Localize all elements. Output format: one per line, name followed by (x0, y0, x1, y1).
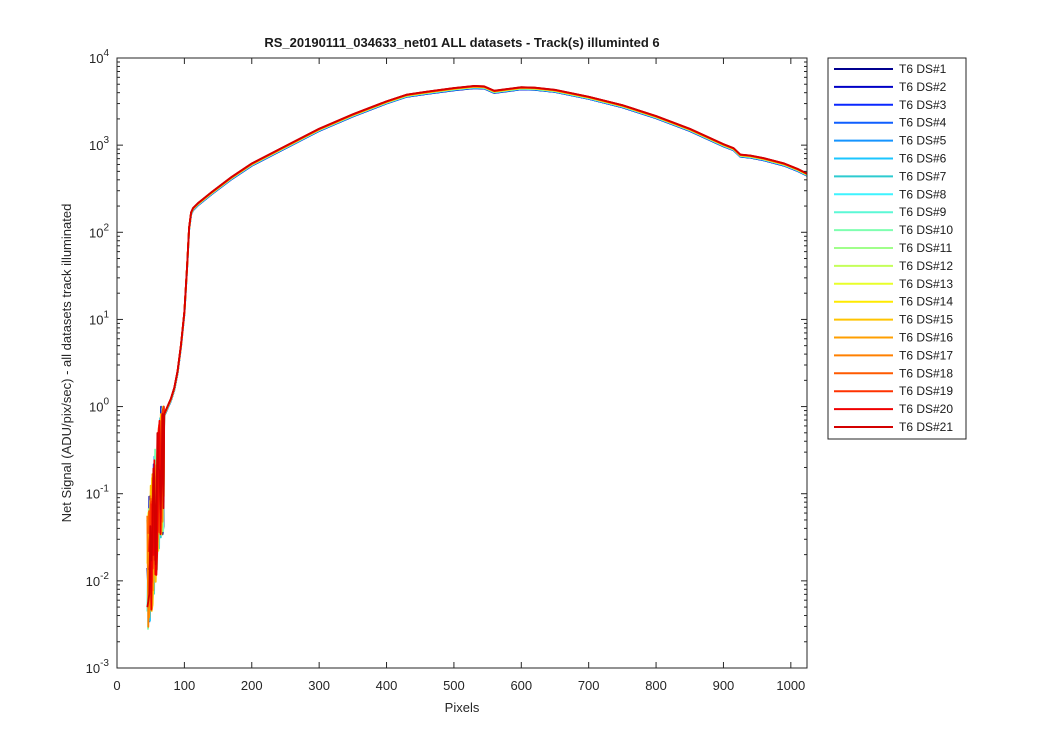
y-tick-base: 10 (89, 400, 103, 415)
legend-label: T6 DS#9 (899, 205, 947, 219)
y-tick-exponent: 2 (103, 222, 109, 233)
legend-label: T6 DS#6 (899, 152, 947, 166)
series-layer (146, 85, 808, 630)
y-tick-label: 10-2 (86, 571, 110, 589)
y-tick-label: 101 (89, 309, 109, 327)
y-tick-base: 10 (86, 574, 100, 589)
legend-label: T6 DS#17 (899, 348, 953, 362)
x-tick-label: 500 (443, 678, 465, 693)
legend-label: T6 DS#20 (899, 402, 953, 416)
series-line (148, 86, 808, 575)
y-tick-base: 10 (89, 225, 103, 240)
series-line (146, 86, 808, 612)
legend-label: T6 DS#1 (899, 62, 947, 76)
x-tick-label: 600 (510, 678, 532, 693)
legend-label: T6 DS#18 (899, 366, 953, 380)
series-line (146, 87, 808, 599)
y-tick-exponent: 4 (103, 48, 109, 59)
legend-label: T6 DS#10 (899, 223, 953, 237)
x-tick-label: 1000 (776, 678, 805, 693)
y-tick-base: 10 (86, 487, 100, 502)
y-tick-label: 102 (89, 222, 109, 240)
legend: T6 DS#1 T6 DS#2 T6 DS#3 T6 DS#4 T6 DS#5 T6 DS… (827, 57, 967, 440)
legend-label: T6 DS#13 (899, 277, 953, 291)
y-tick-label: 10-1 (86, 484, 110, 502)
y-tick-exponent: -1 (100, 484, 109, 495)
y-axis-label: Net Signal (ADU/pix/sec) - all datasets … (59, 204, 74, 523)
x-tick-label: 400 (376, 678, 398, 693)
y-tick-label: 104 (89, 48, 109, 66)
legend-label: T6 DS#4 (899, 116, 947, 130)
series-line (147, 85, 808, 570)
chart-title: RS_20190111_034633_net01 ALL datasets - … (264, 35, 659, 50)
legend-label: T6 DS#12 (899, 259, 953, 273)
x-tick-label: 900 (713, 678, 735, 693)
legend-label: T6 DS#7 (899, 169, 947, 183)
x-tick-label: 0 (113, 678, 120, 693)
y-tick-exponent: -3 (100, 658, 109, 669)
y-tick-exponent: -2 (100, 571, 109, 582)
y-tick-exponent: 0 (103, 397, 109, 408)
legend-label: T6 DS#16 (899, 331, 953, 345)
y-tick-base: 10 (89, 312, 103, 327)
legend-label: T6 DS#15 (899, 313, 953, 327)
legend-label: T6 DS#8 (899, 187, 947, 201)
series-line (148, 85, 808, 611)
x-tick-label: 700 (578, 678, 600, 693)
x-axis-ticks: 0 100 200 300 400 500 600 700 800 900 1000 (113, 58, 805, 693)
legend-label: T6 DS#21 (899, 420, 953, 434)
series-line (147, 85, 808, 610)
legend-label: T6 DS#2 (899, 80, 947, 94)
plot-frame (116, 57, 808, 669)
legend-items: T6 DS#1 T6 DS#2 T6 DS#3 T6 DS#4 T6 DS#5 T6 DS… (834, 62, 953, 434)
legend-label: T6 DS#11 (899, 241, 952, 255)
series-line (146, 86, 808, 607)
y-tick-exponent: 3 (103, 135, 109, 146)
y-tick-base: 10 (89, 138, 103, 153)
y-tick-label: 10-3 (86, 658, 110, 676)
legend-label: T6 DS#3 (899, 98, 947, 112)
plot-axes: 0 100 200 300 400 500 600 700 800 900 1000 10-310-… (86, 48, 808, 693)
y-tick-base: 10 (89, 51, 103, 66)
series-line (146, 85, 808, 607)
legend-label: T6 DS#5 (899, 134, 947, 148)
legend-label: T6 DS#19 (899, 384, 953, 398)
series-line (147, 85, 808, 584)
y-tick-label: 100 (89, 397, 109, 415)
y-tick-base: 10 (86, 661, 100, 676)
y-tick-exponent: 1 (103, 309, 109, 320)
x-tick-label: 800 (645, 678, 667, 693)
series-line (147, 86, 808, 607)
x-tick-label: 200 (241, 678, 263, 693)
x-tick-label: 100 (174, 678, 196, 693)
x-axis-label: Pixels (445, 700, 480, 715)
legend-label: T6 DS#14 (899, 295, 953, 309)
y-tick-label: 103 (89, 135, 109, 153)
x-tick-label: 300 (308, 678, 330, 693)
series-line (146, 85, 808, 608)
